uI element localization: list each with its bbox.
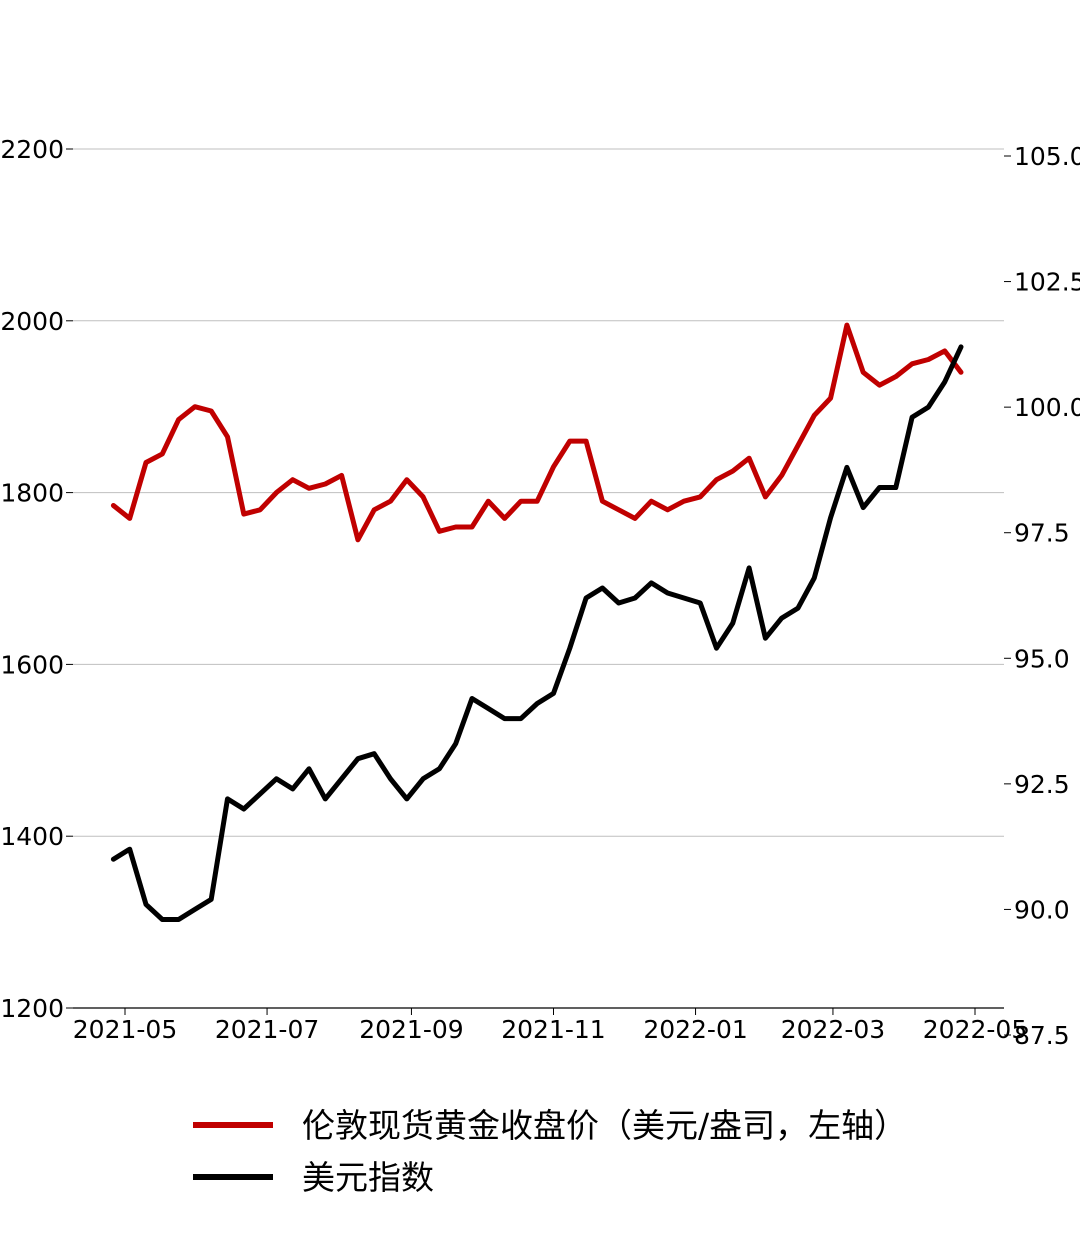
x-tick-label: 2022-01 [643, 1015, 747, 1044]
series-lines [110, 322, 964, 922]
right-tick-label: 95.0 [1014, 644, 1070, 673]
right-tick-label: 105.0 [1014, 142, 1080, 171]
right-tick-label: 87.5 [1014, 1021, 1070, 1050]
left-tick-label: 1400 [0, 822, 64, 851]
left-tick-label: 1200 [0, 994, 64, 1023]
right-tick-label: 100.0 [1014, 393, 1080, 422]
right-tick-label: 102.5 [1014, 268, 1080, 297]
x-tick-label: 2021-07 [215, 1015, 319, 1044]
gold-price-line [110, 322, 964, 543]
legend-label-dxy: 美元指数 [302, 1158, 434, 1197]
x-tick-label: 2022-05 [923, 1015, 1027, 1044]
dollar-index-line [110, 344, 964, 922]
left-tick-label: 1600 [0, 650, 64, 679]
legend: 伦敦现货黄金收盘价（美元/盎司，左轴） 美元指数 [193, 1106, 907, 1197]
x-tick-label: 2021-05 [73, 1015, 177, 1044]
right-tick-label: 90.0 [1014, 895, 1070, 924]
right-tick-label: 97.5 [1014, 519, 1070, 548]
x-tick-label: 2021-11 [501, 1015, 605, 1044]
axes: 1200 1400 1600 1800 2000 2200 87.5 90.0 92.5 95.0… [0, 135, 1080, 1050]
right-tick-label: 92.5 [1014, 770, 1070, 799]
x-tick-label: 2022-03 [781, 1015, 885, 1044]
grid-lines [73, 148, 1004, 837]
left-tick-label: 1800 [0, 479, 64, 508]
x-tick-label: 2021-09 [359, 1015, 463, 1044]
left-tick-label: 2000 [0, 307, 64, 336]
left-tick-label: 2200 [0, 135, 64, 164]
legend-label-gold: 伦敦现货黄金收盘价（美元/盎司，左轴） [302, 1106, 907, 1145]
